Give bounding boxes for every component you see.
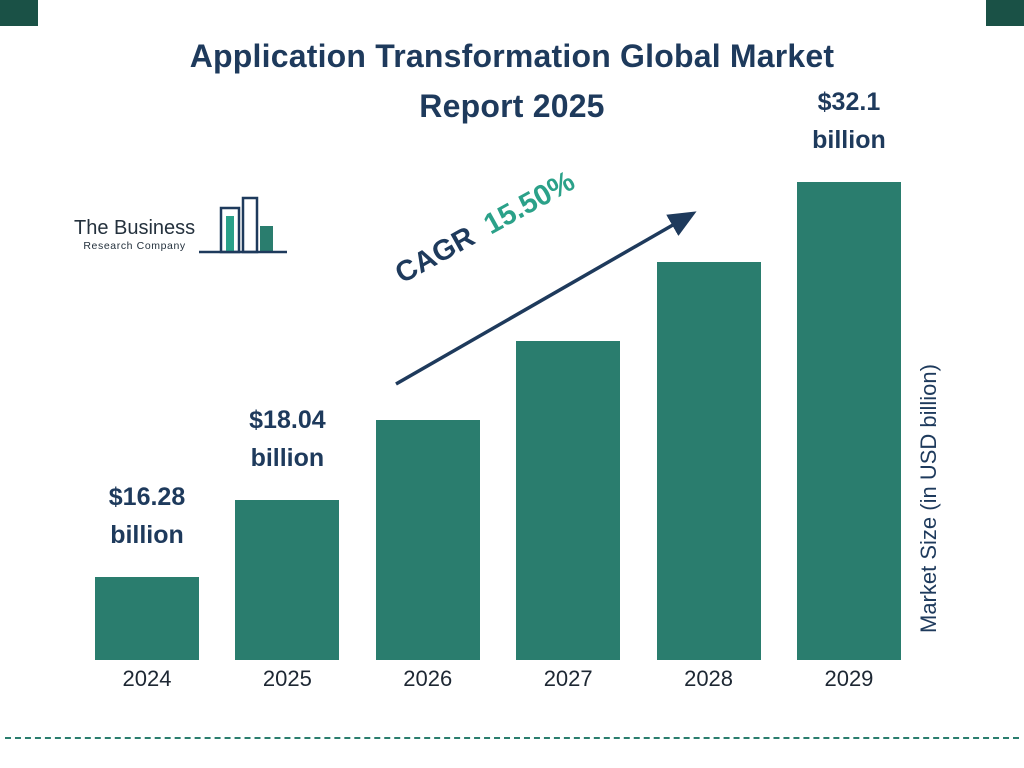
value-label-2025-unit: billion bbox=[250, 444, 325, 473]
page-title-line-1: Application Transformation Global Market bbox=[189, 38, 835, 74]
bar-column-2026 bbox=[375, 420, 480, 660]
x-axis-label-2027: 2027 bbox=[543, 666, 593, 691]
bar-column-2024: $16.28 billion bbox=[95, 478, 199, 660]
value-label-2025-amount: $18.04 bbox=[249, 405, 326, 434]
value-label-2024-amount: $16.28 bbox=[108, 482, 186, 511]
page-title-line-2: Report 2025 bbox=[419, 87, 605, 124]
bar-2028 bbox=[656, 262, 761, 660]
y-axis-title: Market Size (in USD billion) bbox=[916, 364, 941, 634]
x-axis-labels: 2024 2025 2026 2027 2028 2029 bbox=[95, 666, 901, 692]
value-label-2025: $18.04 billion bbox=[249, 401, 325, 479]
bar-column-2028 bbox=[656, 262, 761, 660]
bar-column-2025: $18.04 billion bbox=[235, 401, 340, 660]
company-logo: The Business Research Company bbox=[74, 196, 289, 260]
bar-2024 bbox=[95, 577, 199, 660]
x-axis-label-2025: 2025 bbox=[262, 666, 312, 691]
x-axis-label-2029: 2029 bbox=[824, 666, 874, 691]
bar-column-2029: $32.1 billion bbox=[796, 83, 901, 660]
value-label-2029: $32.1 billion bbox=[812, 83, 886, 161]
cagr-trend-arrow-icon bbox=[395, 211, 697, 386]
bar-2029 bbox=[796, 182, 901, 660]
bar-2027 bbox=[516, 341, 621, 660]
bar-2025 bbox=[235, 500, 340, 660]
x-axis-label-2024: 2024 bbox=[122, 666, 172, 691]
bar-column-2027 bbox=[516, 341, 621, 660]
value-label-2024-unit: billion bbox=[110, 521, 184, 550]
logo-text: The Business Research Company bbox=[74, 217, 195, 260]
logo-company-name: The Business bbox=[74, 217, 196, 239]
bar-2026 bbox=[375, 420, 480, 660]
x-axis-label-2026: 2026 bbox=[403, 666, 453, 691]
logo-bar-chart-icon bbox=[199, 196, 288, 254]
corner-decoration-top-left bbox=[0, 0, 38, 26]
corner-decoration-top-right bbox=[986, 0, 1024, 26]
x-axis-label-2028: 2028 bbox=[684, 666, 734, 691]
value-label-2029-unit: billion bbox=[812, 126, 886, 155]
value-label-2024: $16.28 billion bbox=[109, 478, 185, 556]
page-title: Application Transformation Global Market… bbox=[0, 32, 1024, 131]
bar-chart: $16.28 billion $18.04 billion $32.1 bill… bbox=[95, 83, 901, 660]
bottom-dashed-divider bbox=[5, 737, 1019, 739]
value-label-2029-amount: $32.1 bbox=[817, 87, 881, 116]
logo-company-subtitle: Research Company bbox=[83, 240, 186, 252]
